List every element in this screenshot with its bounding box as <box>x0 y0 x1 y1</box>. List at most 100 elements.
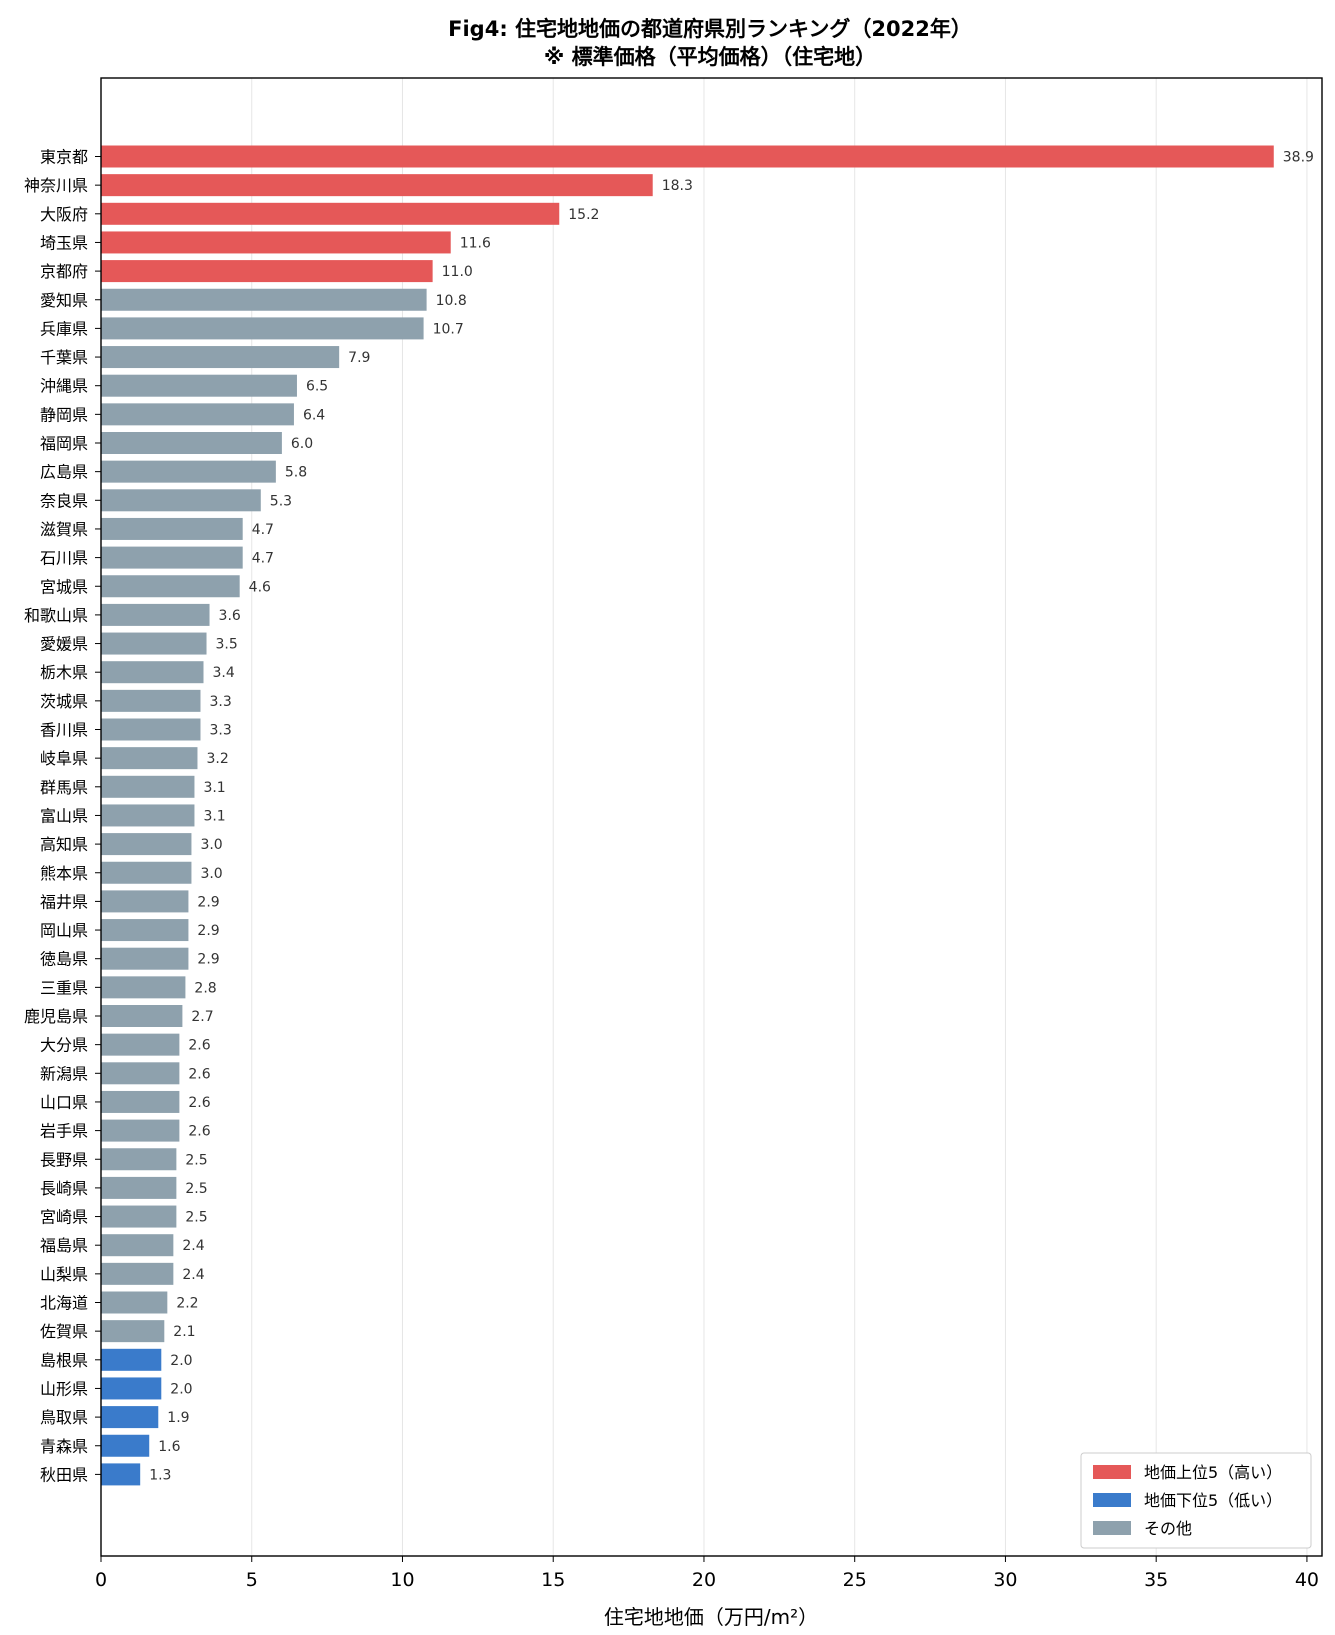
y-tick-label: 青森県 <box>40 1437 88 1456</box>
y-tick-label: 長崎県 <box>40 1179 88 1198</box>
y-tick-label: 島根県 <box>40 1351 88 1370</box>
y-tick-label: 東京都 <box>40 148 88 167</box>
bar-value-label: 2.6 <box>188 1066 210 1082</box>
bar <box>101 174 653 197</box>
bar-value-label: 2.5 <box>185 1210 207 1226</box>
bar <box>101 718 201 741</box>
bar-value-label: 1.6 <box>158 1439 180 1455</box>
bar-value-label: 6.0 <box>291 436 313 452</box>
bar-value-label: 3.3 <box>209 694 231 710</box>
bar <box>101 1090 180 1113</box>
x-tick-label: 20 <box>692 1569 716 1591</box>
x-tick-label: 0 <box>95 1569 107 1591</box>
y-tick-labels: 東京都神奈川県大阪府埼玉県京都府愛知県兵庫県千葉県沖縄県静岡県福岡県広島県奈良県… <box>24 148 101 1484</box>
bar-value-label: 10.7 <box>433 321 464 337</box>
bar-value-label: 3.6 <box>219 608 241 624</box>
bar-value-label: 2.2 <box>176 1296 198 1312</box>
bar-value-label: 10.8 <box>436 293 467 309</box>
bar <box>101 145 1274 168</box>
bar <box>101 947 189 970</box>
bar-value-label: 2.1 <box>173 1324 195 1340</box>
bar <box>101 260 433 283</box>
bar <box>101 517 243 540</box>
bar-value-label: 4.7 <box>252 551 274 567</box>
bar <box>101 231 451 254</box>
y-tick-label: 高知県 <box>40 835 88 854</box>
y-tick-label: 愛媛県 <box>40 635 88 654</box>
y-tick-label: 沖縄県 <box>40 377 88 396</box>
bar <box>101 775 195 798</box>
x-tick-label: 35 <box>1144 1569 1168 1591</box>
y-tick-label: 愛知県 <box>40 291 88 310</box>
legend-label-top: 地価上位5（高い） <box>1144 1463 1282 1482</box>
y-tick-label: 奈良県 <box>40 491 88 510</box>
y-tick-label: 茨城県 <box>40 692 88 711</box>
bar <box>101 1434 150 1457</box>
bar-value-label: 18.3 <box>662 178 693 194</box>
y-tick-label: 岐阜県 <box>40 749 88 768</box>
y-tick-label: 群馬県 <box>40 778 88 797</box>
bar-value-label: 3.3 <box>209 723 231 739</box>
bar-value-label: 11.0 <box>442 264 473 280</box>
bar <box>101 546 243 569</box>
chart-title-line1: Fig4: 住宅地地価の都道府県別ランキング（2022年） <box>448 17 972 41</box>
bar-value-label: 2.4 <box>182 1267 204 1283</box>
legend: 地価上位5（高い） 地価下位5（低い） その他 <box>1080 1452 1312 1549</box>
bar <box>101 1262 174 1285</box>
bar-value-label: 38.9 <box>1283 150 1314 166</box>
bar <box>101 1062 180 1085</box>
bar-value-label: 2.9 <box>197 923 219 939</box>
y-tick-label: 山口県 <box>40 1093 88 1112</box>
bar <box>101 1033 180 1056</box>
bar <box>101 1377 162 1400</box>
x-tick-label: 15 <box>541 1569 565 1591</box>
bar-value-label: 5.3 <box>270 493 292 509</box>
bar <box>101 1463 141 1486</box>
y-tick-label: 滋賀県 <box>40 520 88 539</box>
bar-value-label: 2.6 <box>188 1124 210 1140</box>
bar <box>101 976 186 999</box>
bar-value-label: 4.6 <box>249 579 271 595</box>
bar <box>101 804 195 827</box>
y-tick-label: 埼玉県 <box>40 233 88 252</box>
bar <box>101 403 294 426</box>
bar <box>101 202 560 225</box>
bar <box>101 1320 165 1343</box>
legend-swatch-top <box>1093 1465 1131 1479</box>
bar <box>101 460 276 483</box>
bar-value-label: 2.6 <box>188 1095 210 1111</box>
bar <box>101 317 424 340</box>
y-tick-label: 栃木県 <box>40 663 88 682</box>
bar <box>101 890 189 913</box>
bar <box>101 747 198 770</box>
y-tick-label: 広島県 <box>40 463 88 482</box>
bar <box>101 575 240 598</box>
bar-value-label: 5.8 <box>285 465 307 481</box>
y-tick-label: 和歌山県 <box>24 606 88 625</box>
bar <box>101 833 192 856</box>
bar <box>101 1176 177 1199</box>
chart-title-line2: ※ 標準価格（平均価格）（住宅地） <box>544 45 876 69</box>
y-tick-label: 北海道 <box>40 1294 88 1313</box>
value-labels: 38.9 18.3 15.2 11.6 11.0 10.8 10.7 7.9 6.5 6.4 6.0… <box>149 150 1314 1484</box>
bar <box>101 689 201 712</box>
legend-frame <box>1080 1452 1312 1549</box>
y-tick-label: 岩手県 <box>40 1122 88 1141</box>
x-tick-labels: 0 5 10 15 20 25 30 35 40 <box>95 1556 1319 1591</box>
bar-value-label: 3.0 <box>200 837 222 853</box>
y-tick-label: 兵庫県 <box>40 319 88 338</box>
bar-value-label: 7.9 <box>348 350 370 366</box>
y-tick-label: 大分県 <box>40 1036 88 1055</box>
bar <box>101 603 210 626</box>
bar <box>101 346 340 369</box>
bar <box>101 1406 159 1429</box>
y-tick-label: 岡山県 <box>40 921 88 940</box>
y-tick-label: 山梨県 <box>40 1265 88 1284</box>
legend-swatch-other <box>1093 1521 1131 1535</box>
bar <box>101 861 192 884</box>
x-tick-label: 5 <box>246 1569 258 1591</box>
bar <box>101 374 297 397</box>
bar-value-label: 2.6 <box>188 1038 210 1054</box>
bar-value-label: 2.5 <box>185 1152 207 1168</box>
